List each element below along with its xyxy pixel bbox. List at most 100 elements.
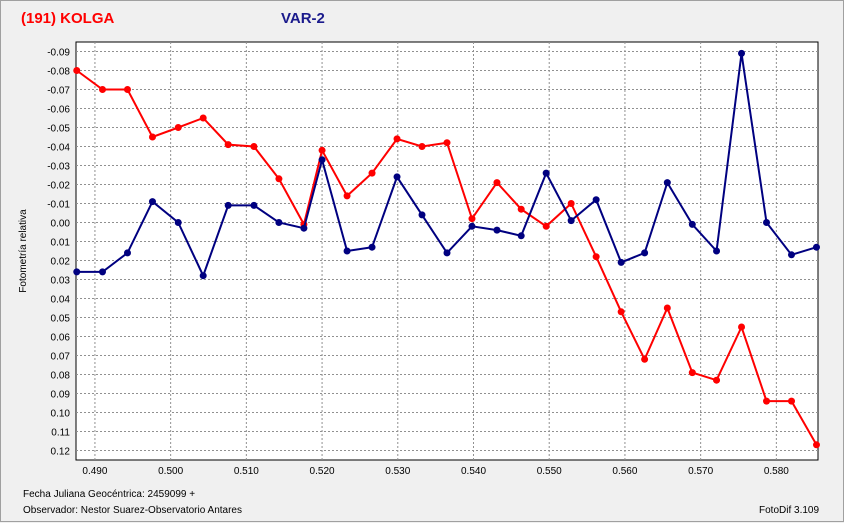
series-2-point xyxy=(763,219,771,226)
series-2-point xyxy=(567,217,575,225)
software-label: FotoDif 3.109 xyxy=(759,505,820,516)
y-tick-label: 0.01 xyxy=(51,238,71,249)
series-1-point xyxy=(663,304,671,312)
y-tick-label: 0.00 xyxy=(51,219,71,230)
y-tick-label: 0.10 xyxy=(51,409,71,420)
series-1-point xyxy=(617,308,625,316)
series-2-point xyxy=(641,249,649,257)
series-2-point xyxy=(368,243,376,251)
series-2-point xyxy=(393,173,401,181)
series-2-point xyxy=(542,169,550,177)
series-1-point xyxy=(567,200,575,207)
series-1-point xyxy=(713,376,721,384)
x-tick-label: 0.580 xyxy=(764,466,789,477)
y-tick-label: 0.07 xyxy=(51,352,71,363)
series-1-point xyxy=(393,135,401,143)
series-2-point xyxy=(738,49,746,57)
series-2-point xyxy=(73,268,81,276)
series-1-point xyxy=(148,133,156,141)
series-2-point xyxy=(713,247,721,255)
series-2-point xyxy=(517,232,525,240)
x-tick-label: 0.550 xyxy=(537,466,562,477)
series-1-point xyxy=(343,192,351,200)
series-1-point xyxy=(493,179,501,187)
x-tick-label: 0.500 xyxy=(158,466,183,477)
y-tick-label: 0.03 xyxy=(51,276,71,287)
series-2-point xyxy=(318,156,326,164)
y-tick-label: 0.12 xyxy=(51,447,71,458)
series-2-point xyxy=(617,258,625,266)
observer-label: Observador: Nestor Suarez-Observatorio A… xyxy=(23,505,242,516)
series-2-point xyxy=(99,268,106,276)
series-1-point xyxy=(738,323,746,331)
series-1-point xyxy=(788,397,795,405)
series-2-point xyxy=(788,251,795,259)
y-tick-label: -0.03 xyxy=(47,162,70,173)
y-tick-label: -0.07 xyxy=(47,86,70,97)
y-tick-label: -0.04 xyxy=(47,143,70,154)
series-2-point xyxy=(199,272,207,280)
series-1-point xyxy=(73,67,81,74)
series-2-point xyxy=(468,222,476,230)
series-2-point xyxy=(250,201,258,209)
series-1-point xyxy=(275,175,283,183)
series-1-point xyxy=(688,369,696,377)
series-2-point xyxy=(418,211,426,219)
x-tick-label: 0.510 xyxy=(234,466,259,477)
y-tick-label: 0.02 xyxy=(51,257,71,268)
series-2-point xyxy=(148,198,156,206)
series-1-point xyxy=(592,253,600,261)
variable-title: VAR-2 xyxy=(281,10,325,27)
series-1-point xyxy=(517,205,525,213)
series-2-point xyxy=(224,201,232,209)
y-tick-label: 0.04 xyxy=(51,295,71,306)
y-tick-label: -0.05 xyxy=(47,124,70,135)
y-tick-label: -0.06 xyxy=(47,105,70,116)
julian-date-label: Fecha Juliana Geocéntrica: 2459099 + xyxy=(23,489,196,500)
series-1-point xyxy=(199,114,207,122)
series-2-point xyxy=(343,247,351,255)
series-1-point xyxy=(763,397,771,405)
x-tick-label: 0.560 xyxy=(612,466,637,477)
x-tick-label: 0.570 xyxy=(688,466,713,477)
x-tick-label: 0.530 xyxy=(385,466,410,477)
x-tick-label: 0.490 xyxy=(82,466,107,477)
series-1-point xyxy=(418,143,426,150)
series-1-point xyxy=(542,222,550,230)
series-1-point xyxy=(318,146,326,154)
series-2-point xyxy=(688,220,696,228)
series-2-point xyxy=(493,226,501,234)
series-2-point xyxy=(123,249,131,257)
series-2-point xyxy=(174,219,182,226)
series-2-point xyxy=(592,196,600,204)
series-1-point xyxy=(443,139,451,147)
series-2-point xyxy=(275,219,283,226)
y-tick-label: 0.11 xyxy=(51,428,70,439)
x-tick-label: 0.540 xyxy=(461,466,486,477)
series-1-point xyxy=(468,215,476,223)
y-tick-label: -0.01 xyxy=(47,200,70,211)
series-1-point xyxy=(99,86,106,93)
x-tick-label: 0.520 xyxy=(310,466,335,477)
series-1-point xyxy=(641,355,649,363)
y-axis-label: Fotometría relativa xyxy=(18,209,29,293)
series-2-point xyxy=(300,224,308,232)
y-tick-label: 0.06 xyxy=(51,333,71,344)
series-2-point xyxy=(663,179,671,187)
y-tick-label: -0.08 xyxy=(47,67,70,78)
y-tick-label: 0.08 xyxy=(51,371,71,382)
series-1-point xyxy=(368,169,376,177)
y-tick-label: 0.09 xyxy=(51,390,71,401)
series-2-point xyxy=(812,243,820,251)
y-tick-label: -0.09 xyxy=(47,48,70,59)
y-tick-label: 0.05 xyxy=(51,314,71,325)
series-1-point xyxy=(250,143,258,150)
y-tick-label: -0.02 xyxy=(47,181,70,192)
object-title: (191) KOLGA xyxy=(21,10,115,27)
series-1-point xyxy=(123,86,131,93)
series-1-point xyxy=(174,124,182,131)
series-1-point xyxy=(812,441,820,449)
series-2-point xyxy=(443,249,451,257)
